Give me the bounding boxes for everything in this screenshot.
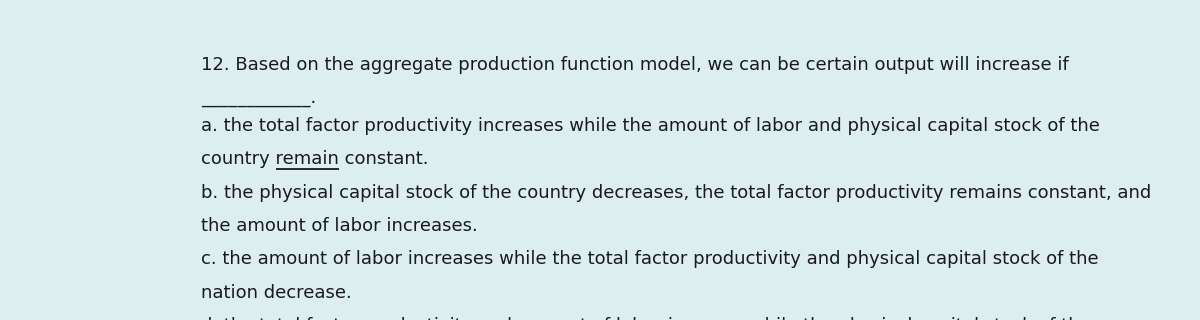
Text: a. the total factor productivity increases while the amount of labor and physica: a. the total factor productivity increas… bbox=[202, 117, 1100, 135]
Text: the amount of labor increases.: the amount of labor increases. bbox=[202, 217, 478, 235]
Text: nation decrease.: nation decrease. bbox=[202, 284, 352, 301]
Text: c. the amount of labor increases while the total factor productivity and physica: c. the amount of labor increases while t… bbox=[202, 250, 1099, 268]
Text: country: country bbox=[202, 150, 276, 168]
Text: 12. Based on the aggregate production function model, we can be certain output w: 12. Based on the aggregate production fu… bbox=[202, 56, 1069, 74]
Text: country remain constant.: country remain constant. bbox=[202, 150, 428, 168]
Text: b. the physical capital stock of the country decreases, the total factor product: b. the physical capital stock of the cou… bbox=[202, 184, 1152, 202]
Text: country remain: country remain bbox=[202, 150, 340, 168]
Text: ____________.: ____________. bbox=[202, 89, 317, 107]
Text: country remain constant.: country remain constant. bbox=[202, 150, 428, 168]
Text: d. the total factor productivity and amount of labor increase while the physical: d. the total factor productivity and amo… bbox=[202, 317, 1091, 320]
